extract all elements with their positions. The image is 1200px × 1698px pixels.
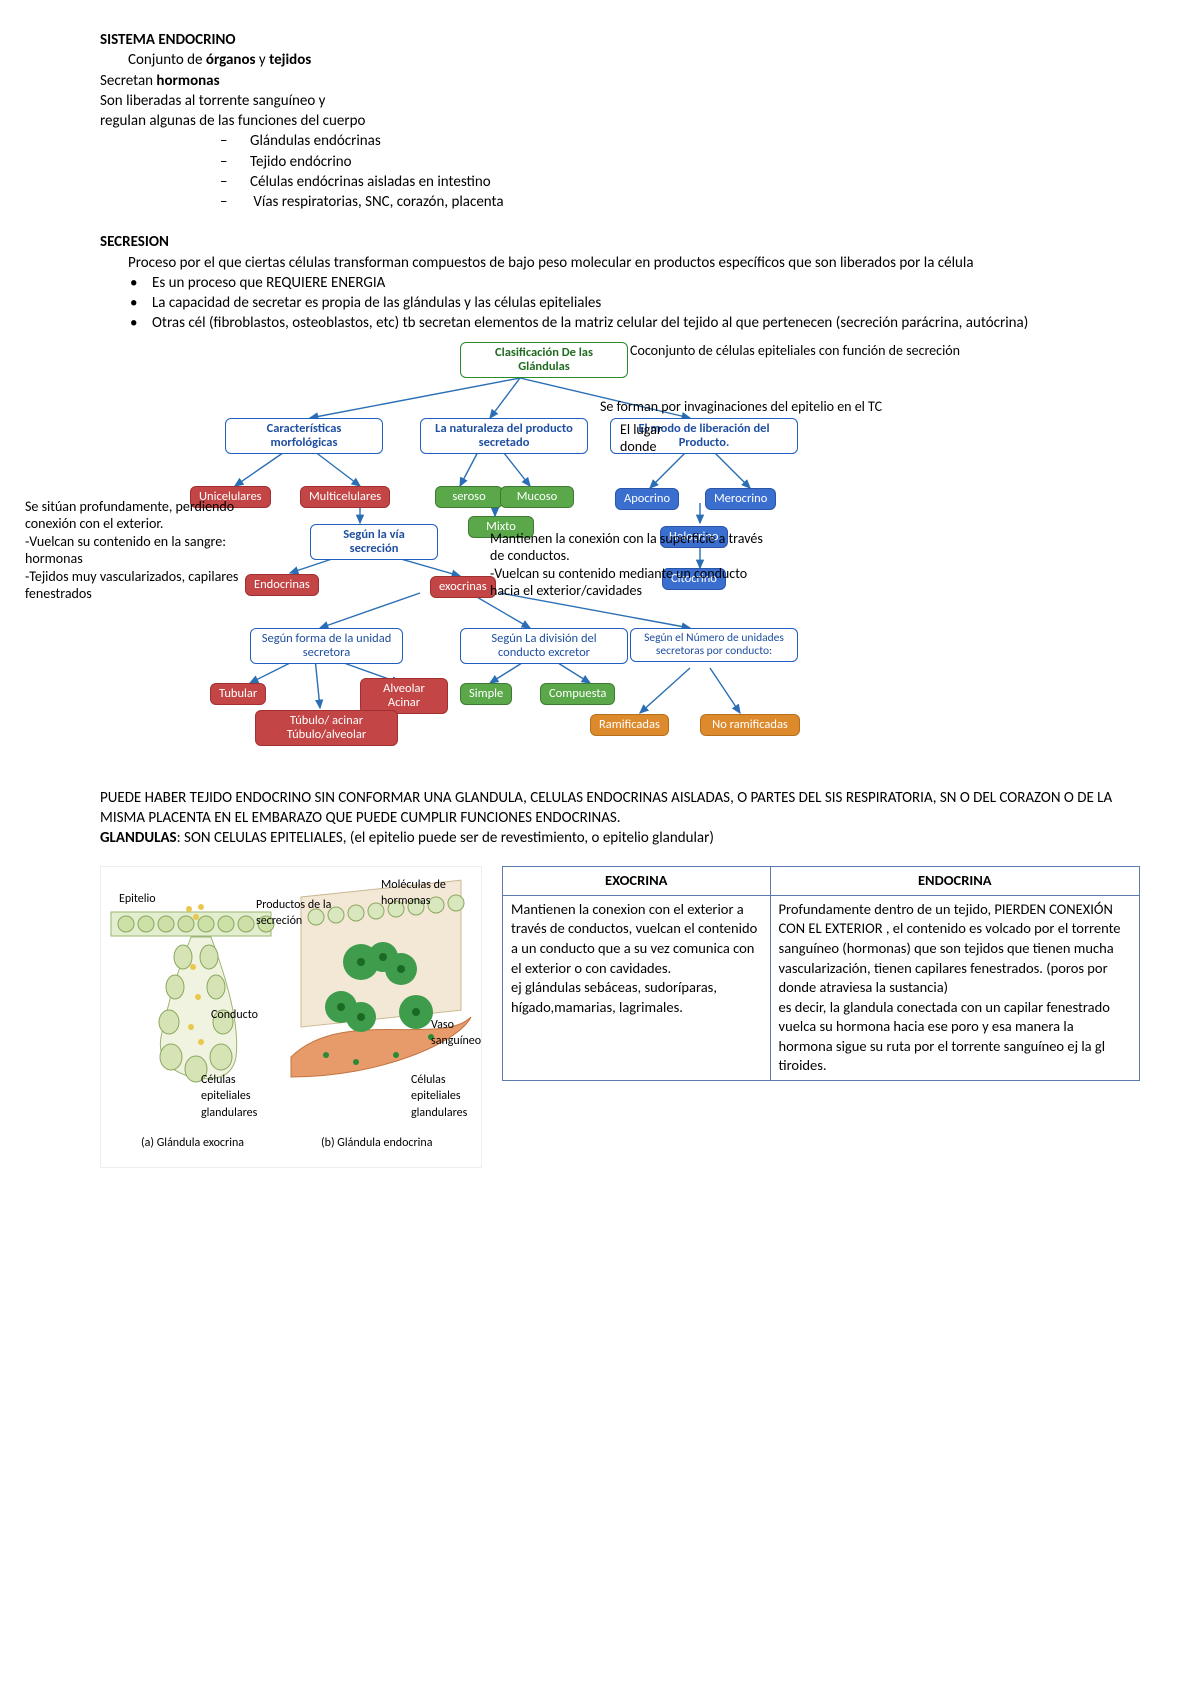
list-item: Otras cél (fibroblastos, osteoblastos, e… (130, 313, 1140, 333)
section-title: SECRESION (100, 232, 1140, 252)
t: Tejido endócrino (250, 153, 352, 171)
dash-list: Glándulas endócrinas Tejido endócrino Cé… (100, 131, 1140, 212)
flow-node: Características morfológicas (225, 418, 383, 455)
list-item: Glándulas endócrinas (220, 131, 1140, 151)
t: Otras cél (fibroblastos, osteoblastos, e… (152, 314, 1028, 332)
flow-node: Según el Número de unidades secretoras p… (630, 628, 798, 662)
flow-node: Túbulo/ acinar Túbulo/alveolar (255, 710, 398, 747)
flow-node: Según la vía secreción (310, 524, 438, 561)
t: tejidos (269, 51, 311, 69)
page-title: SISTEMA ENDOCRINO (100, 30, 1140, 50)
lbl: Conducto (211, 1007, 258, 1023)
t: Conjunto de (128, 51, 206, 69)
t: y (256, 51, 270, 69)
lbl: Células epiteliales glandulares (201, 1072, 281, 1121)
overlay-text: El lugar donde (620, 421, 690, 456)
flow-node: La naturaleza del producto secretado (420, 418, 588, 455)
comparison-table: EXOCRINA ENDOCRINA Mantienen la conexion… (502, 866, 1140, 1081)
flow-node: Mucoso (500, 486, 574, 508)
lbl: Células epiteliales glandulares (411, 1072, 491, 1121)
caption: (b) Glándula endocrina (321, 1135, 432, 1151)
t: Es un proceso que REQUIERE ENERGIA (152, 274, 385, 292)
secresion-def: Proceso por el que ciertas células trans… (100, 253, 1140, 273)
td: Profundamente dentro de un tejido, PIERD… (770, 895, 1139, 1080)
t: Secretan (100, 72, 156, 90)
caption: (a) Glándula exocrina (141, 1135, 244, 1151)
gland-diagram: Epitelio Productos de la secreción Moléc… (100, 866, 482, 1168)
list-item: Es un proceso que REQUIERE ENERGIA (130, 273, 1140, 293)
t: órganos (206, 51, 256, 69)
lbl: Vaso sanguíneo (431, 1017, 491, 1049)
bullet-list: Es un proceso que REQUIERE ENERGIA La ca… (100, 273, 1140, 334)
t: La capacidad de secretar es propia de la… (152, 294, 601, 312)
list-item: La capacidad de secretar es propia de la… (130, 293, 1140, 313)
flow-node: Según forma de la unidad secretora (250, 628, 403, 665)
list-item: Células endócrinas aisladas en intestino (220, 172, 1140, 192)
flow-node: Alveolar Acinar (360, 678, 448, 715)
t: : SON CELULAS EPITELIALES, (el epitelio … (177, 829, 714, 847)
flow-node: Ramificadas (590, 714, 669, 736)
flow-node: seroso (435, 486, 503, 508)
t: Células endócrinas aisladas en intestino (250, 173, 491, 191)
lbl: Moléculas de hormonas (381, 877, 471, 909)
t: Son liberadas al torrente sanguíneo y (100, 91, 1140, 111)
t: regulan algunas de las funciones del cue… (100, 111, 1140, 131)
flow-node: Multicelulares (300, 486, 390, 508)
td: Mantienen la conexion con el exterior a … (503, 895, 771, 1080)
t: hormonas (156, 72, 219, 90)
list-item: Tejido endócrino (220, 152, 1140, 172)
line-secretan: Secretan hormonas (100, 71, 1140, 91)
lbl: Productos de la secreción (256, 897, 346, 929)
overlay-text: Coconjunto de células epiteliales con fu… (630, 342, 1050, 360)
overlay-text: Mantienen la conexión con la superficie … (490, 530, 770, 600)
list-item: Vías respiratorias, SNC, corazón, placen… (220, 192, 1140, 212)
glandulas-line: GLANDULAS: SON CELULAS EPITELIALES, (el … (100, 828, 1140, 848)
t: Glándulas endócrinas (250, 132, 381, 150)
lbl: Epitelio (119, 891, 156, 907)
flow-node: Compuesta (540, 683, 615, 705)
flow-node: Simple (460, 683, 512, 705)
flow-node: Merocrino (705, 488, 776, 510)
flow-node: exocrinas (430, 576, 496, 598)
flow-node: No ramificadas (700, 714, 800, 736)
flow-node: Tubular (210, 683, 266, 705)
intro-line: Conjunto de órganos y tejidos (100, 50, 1140, 70)
th: ENDOCRINA (770, 867, 1139, 896)
bottom-row: Epitelio Productos de la secreción Moléc… (100, 866, 1140, 1168)
t: GLANDULAS (100, 829, 177, 847)
overlay-text: Se forman por invaginaciones del epiteli… (600, 398, 1080, 416)
overlay-text: Se sitúan profundamente, perdiendo conex… (25, 498, 285, 603)
flow-node: Según La división del conducto excretor (460, 628, 628, 665)
flow-root: Clasificación De las Glándulas (460, 342, 628, 379)
classification-flowchart: Clasificación De las Glándulas Caracterí… (100, 338, 1140, 798)
t: Vías respiratorias, SNC, corazón, placen… (250, 193, 504, 211)
flow-node: Apocrino (615, 488, 679, 510)
th: EXOCRINA (503, 867, 771, 896)
